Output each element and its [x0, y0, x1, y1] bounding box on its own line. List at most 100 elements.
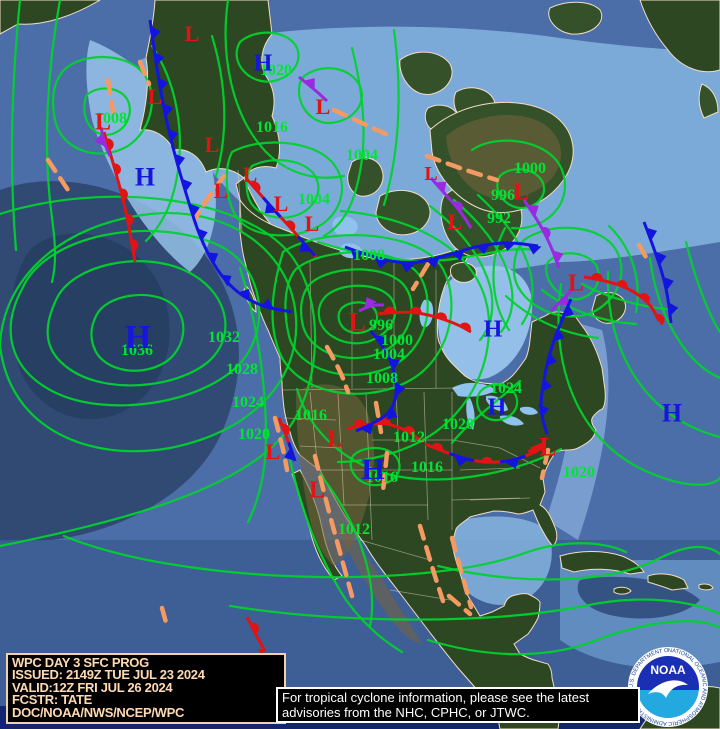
isobar-line: [297, 67, 363, 125]
trough-line: [137, 59, 152, 87]
warm-front-pip: [250, 181, 261, 193]
occluded-front: [358, 297, 384, 313]
cold-front-pip: [299, 240, 312, 252]
occluded-front: [298, 75, 329, 103]
front-line: [642, 221, 673, 324]
cold-front-pip: [668, 302, 679, 316]
isobar-label: 1016: [295, 407, 327, 424]
cold-front-pip: [542, 378, 552, 393]
trough-line: [539, 447, 551, 481]
front-line: [277, 417, 297, 462]
isobar-label: 1020: [442, 416, 474, 433]
low-pressure-center: L: [243, 162, 258, 187]
trough-line: [192, 173, 227, 222]
isobar-line: [492, 226, 511, 332]
warm-front-pip: [655, 313, 665, 326]
warm-front: [102, 131, 139, 263]
cold-front-pip: [527, 244, 542, 255]
landmass: [399, 51, 453, 95]
low-pressure-center: L: [424, 163, 437, 185]
trough-line: [45, 157, 75, 199]
warm-front-pip: [590, 273, 603, 281]
isobar-line: [316, 240, 538, 262]
high-pressure-center: H: [361, 453, 384, 486]
cold-front-pip: [374, 258, 389, 269]
cold-front: [148, 19, 293, 314]
isobar-label: 996: [491, 187, 515, 204]
warm-front-pip: [131, 239, 139, 252]
terrain-shading: [296, 384, 375, 566]
low-pressure-center: L: [205, 132, 220, 157]
warm-front-pip: [431, 442, 444, 452]
political-border: [281, 387, 461, 391]
cold-front-pip: [284, 447, 296, 462]
political-border: [299, 445, 341, 449]
front-line: [99, 126, 112, 157]
cold-front-pip: [454, 456, 469, 467]
isobar-line: [349, 446, 401, 487]
cold-front-pip: [475, 244, 490, 255]
cold-front-pip: [663, 276, 674, 291]
landmass: [698, 583, 714, 591]
cold-front-pip: [386, 406, 398, 420]
isobar-line: [436, 546, 720, 581]
isobar-line: [46, 260, 227, 387]
warm-front-pip: [126, 213, 134, 226]
cold-front-pip: [374, 335, 387, 347]
cold-front: [355, 330, 406, 435]
warm-front-pip: [250, 622, 259, 634]
warm-front-pip: [459, 322, 471, 332]
low-pressure-center: L: [185, 21, 200, 46]
isobar-label: 1024: [232, 394, 264, 411]
isobar-line: [45, 0, 62, 284]
cold-front-pip: [557, 294, 570, 306]
isobar-line: [476, 383, 519, 422]
trough-line: [449, 535, 474, 610]
terrain-shading: [446, 114, 562, 200]
isobar-label: 1016: [256, 119, 288, 136]
landmass: [639, 0, 720, 73]
warm-front-pip: [285, 220, 296, 231]
isobar-line: [545, 252, 600, 301]
water-region: [437, 265, 533, 380]
isobar-line: [452, 198, 514, 334]
isobar-line: [648, 256, 720, 380]
advisory-text-line1: For tropical cyclone information, please…: [282, 690, 590, 705]
isobar-line: [0, 212, 298, 453]
low-pressure-center: L: [266, 439, 281, 464]
landmass: [647, 573, 689, 591]
high-pressure-center: H: [125, 319, 151, 356]
cold-front-pip: [168, 128, 179, 143]
isobar-line: [245, 159, 320, 219]
front-line: [298, 75, 329, 103]
warm-front-pip: [541, 227, 551, 239]
warm-front-pip: [281, 424, 290, 436]
stationary-front: [244, 177, 318, 258]
isobar-line: [512, 226, 623, 318]
isobar-line: [210, 34, 226, 178]
isobar-label: 1016: [411, 459, 443, 476]
isobar-line: [288, 458, 404, 654]
product-title: WPC DAY 3 SFC PROG: [12, 655, 149, 670]
isobar-line: [225, 141, 344, 237]
isobar-label: 1000: [381, 332, 413, 349]
cold-front-pip: [389, 357, 400, 371]
isobar-line: [238, 266, 268, 524]
isobar-line: [224, 0, 346, 179]
warm-front: [245, 616, 267, 652]
low-pressure-center: L: [327, 427, 343, 453]
cold-front-pip: [264, 202, 277, 214]
stationary-front: [277, 417, 297, 462]
front-line: [429, 177, 473, 229]
cold-front: [642, 221, 679, 324]
high-pressure-center: H: [662, 398, 682, 427]
isobar-label: 1004: [298, 191, 330, 208]
forecast-info-box: WPC DAY 3 SFC PROG ISSUED: 2149Z TUE JUL…: [6, 653, 286, 725]
isobar-line: [90, 293, 185, 372]
isobar-label: 1020: [563, 464, 595, 481]
cold-front-pip: [562, 304, 574, 318]
warm-front: [376, 306, 472, 334]
cold-front-pip: [655, 251, 667, 266]
